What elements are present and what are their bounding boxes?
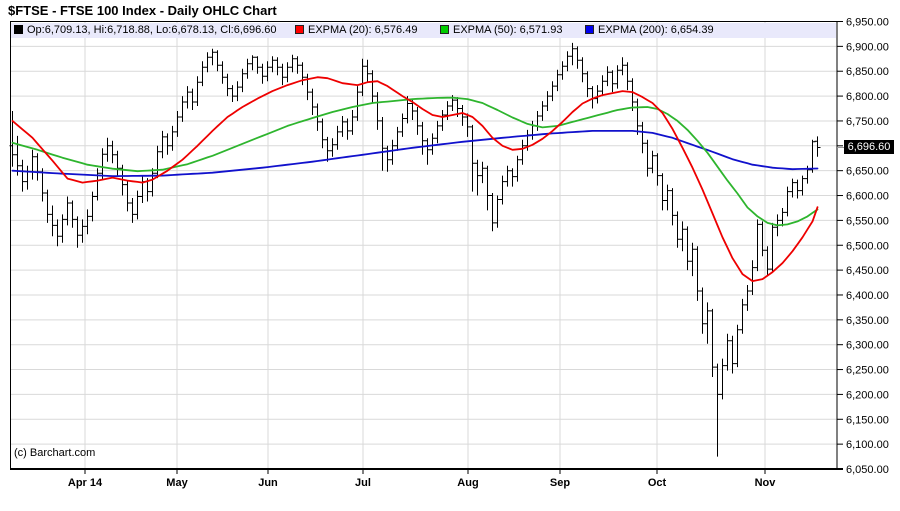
y-axis-label: 6,050.00 xyxy=(846,464,889,476)
ohlc-bars xyxy=(9,42,821,457)
ema20-line xyxy=(11,76,819,283)
y-axis-label: 6,900.00 xyxy=(846,41,889,53)
legend-ema200-label: EXPMA (200): 6,654.39 xyxy=(598,24,714,36)
legend-item-ohlc: Op:6,709.13, Hi:6,718.88, Lo:6,678.13, C… xyxy=(14,23,277,38)
y-axis-label: 6,850.00 xyxy=(846,66,889,78)
ema200-line xyxy=(11,129,819,178)
y-axis-label: 6,100.00 xyxy=(846,439,889,451)
legend-item-ema200: EXPMA (200): 6,654.39 xyxy=(585,23,714,38)
ema50-swatch-icon xyxy=(440,25,449,34)
x-axis-month-label: Jul xyxy=(355,477,371,489)
y-axis-label: 6,400.00 xyxy=(846,290,889,302)
y-axis-label: 6,650.00 xyxy=(846,166,889,178)
page-title: $FTSE - FTSE 100 Index - Daily OHLC Char… xyxy=(8,3,277,18)
y-axis-label: 6,250.00 xyxy=(846,365,889,377)
x-axis-month-label: May xyxy=(166,477,188,489)
ema200-swatch-icon xyxy=(585,25,594,34)
ema50-line xyxy=(11,96,819,227)
x-axis-month-label: Apr 14 xyxy=(68,477,103,489)
legend-item-ema50: EXPMA (50): 6,571.93 xyxy=(440,23,562,38)
legend-item-ema20: EXPMA (20): 6,576.49 xyxy=(295,23,417,38)
x-axis-month-label: Nov xyxy=(755,477,777,489)
ohlc-swatch-icon xyxy=(14,25,23,34)
y-axis-label: 6,800.00 xyxy=(846,91,889,103)
copyright-text: (c) Barchart.com xyxy=(14,447,96,459)
x-axis-month-label: Oct xyxy=(648,477,667,489)
y-axis-label: 6,300.00 xyxy=(846,340,889,352)
legend-strip: Op:6,709.13, Hi:6,718.88, Lo:6,678.13, C… xyxy=(11,23,836,38)
last-price-badge: 6,696.60 xyxy=(844,140,894,155)
y-axis-label: 6,150.00 xyxy=(846,414,889,426)
y-axis-label: 6,500.00 xyxy=(846,240,889,252)
x-axis-month-label: Aug xyxy=(457,477,478,489)
ema20-swatch-icon xyxy=(295,25,304,34)
y-axis-label: 6,750.00 xyxy=(846,116,889,128)
legend-ohlc-label: Op:6,709.13, Hi:6,718.88, Lo:6,678.13, C… xyxy=(27,24,277,36)
y-axis-label: 6,600.00 xyxy=(846,191,889,203)
y-axis-label: 6,350.00 xyxy=(846,315,889,327)
legend-ema20-label: EXPMA (20): 6,576.49 xyxy=(308,24,418,36)
y-axis-label: 6,200.00 xyxy=(846,389,889,401)
x-axis-month-label: Jun xyxy=(258,477,278,489)
y-axis-label: 6,550.00 xyxy=(846,215,889,227)
y-axis-label: 6,450.00 xyxy=(846,265,889,277)
x-axis-month-label: Sep xyxy=(550,477,570,489)
y-axis-label: 6,950.00 xyxy=(846,17,889,29)
legend-ema50-label: EXPMA (50): 6,571.93 xyxy=(453,24,563,36)
